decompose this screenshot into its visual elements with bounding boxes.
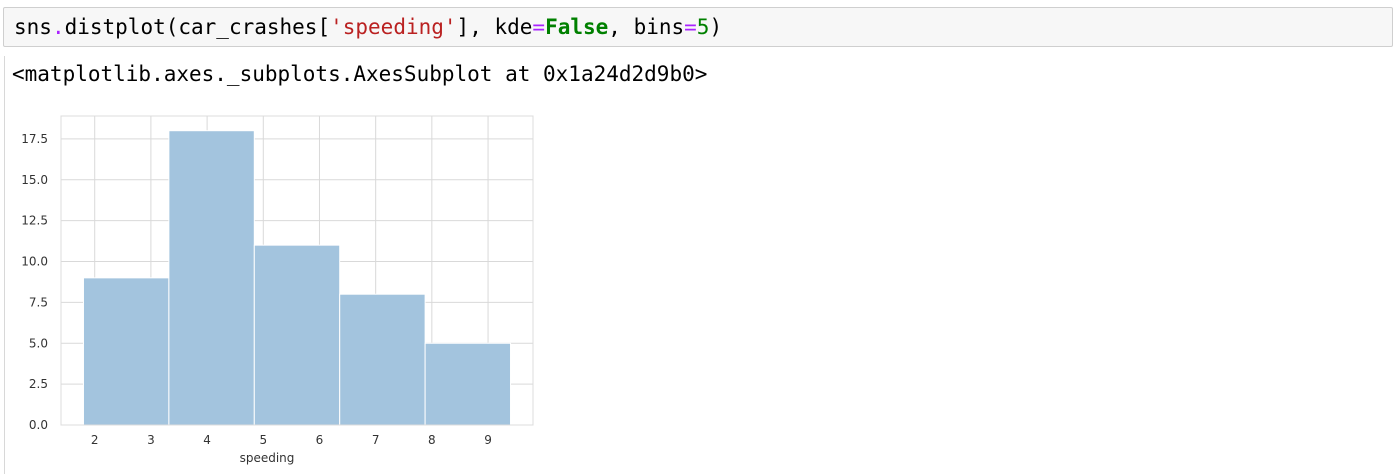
x-tick-label: 4 bbox=[203, 433, 211, 447]
code-token: = bbox=[532, 15, 546, 39]
code-token: 'speeding' bbox=[330, 15, 457, 39]
code-token: False bbox=[545, 15, 609, 39]
output-area: <matplotlib.axes._subplots.AxesSubplot a… bbox=[4, 56, 1396, 474]
y-tick-label: 2.5 bbox=[29, 377, 48, 391]
x-tick-label: 3 bbox=[147, 433, 155, 447]
code-input-cell[interactable]: sns. distplot(car_crashes['speeding'], kd… bbox=[3, 7, 1393, 47]
histogram-bar bbox=[339, 293, 426, 426]
y-tick-label: 0.0 bbox=[29, 418, 48, 432]
histogram-chart: 2 3 4 5 6 7 8 9 0.0 2.5 5.0 7.5 10.0 12.5 15.0 17.5 spee… bbox=[21, 115, 534, 465]
y-tick-label: 10.0 bbox=[21, 255, 48, 269]
code-token: distplot(car_crashes[ bbox=[64, 15, 331, 39]
code-token: ], kde bbox=[456, 15, 533, 39]
histogram-bar bbox=[253, 244, 341, 426]
x-tick-label: 8 bbox=[428, 433, 436, 447]
x-tick-label: 9 bbox=[484, 433, 492, 447]
y-tick-label: 15.0 bbox=[21, 173, 48, 187]
x-tick-label: 7 bbox=[372, 433, 380, 447]
histogram-bar bbox=[424, 342, 512, 426]
histogram-bar bbox=[168, 130, 255, 426]
y-tick-label: 12.5 bbox=[21, 214, 48, 228]
y-tick-label: 7.5 bbox=[29, 295, 48, 309]
x-tick-label: 6 bbox=[316, 433, 324, 447]
code-token: = bbox=[684, 15, 697, 39]
histogram-bar bbox=[82, 277, 170, 426]
x-axis-label: speeding bbox=[240, 451, 295, 465]
x-tick-label: 5 bbox=[259, 433, 267, 447]
code-token: ) bbox=[709, 15, 723, 39]
axes-frame bbox=[60, 115, 534, 426]
code-token: , bins bbox=[608, 15, 685, 39]
code-token: sns bbox=[14, 15, 52, 39]
code-token: . bbox=[51, 15, 65, 39]
y-tick-label: 5.0 bbox=[29, 336, 48, 350]
y-tick-label: 17.5 bbox=[21, 132, 48, 146]
output-repr-text: <matplotlib.axes._subplots.AxesSubplot a… bbox=[12, 62, 708, 86]
x-tick-label: 2 bbox=[91, 433, 99, 447]
code-token: 5 bbox=[696, 15, 710, 39]
